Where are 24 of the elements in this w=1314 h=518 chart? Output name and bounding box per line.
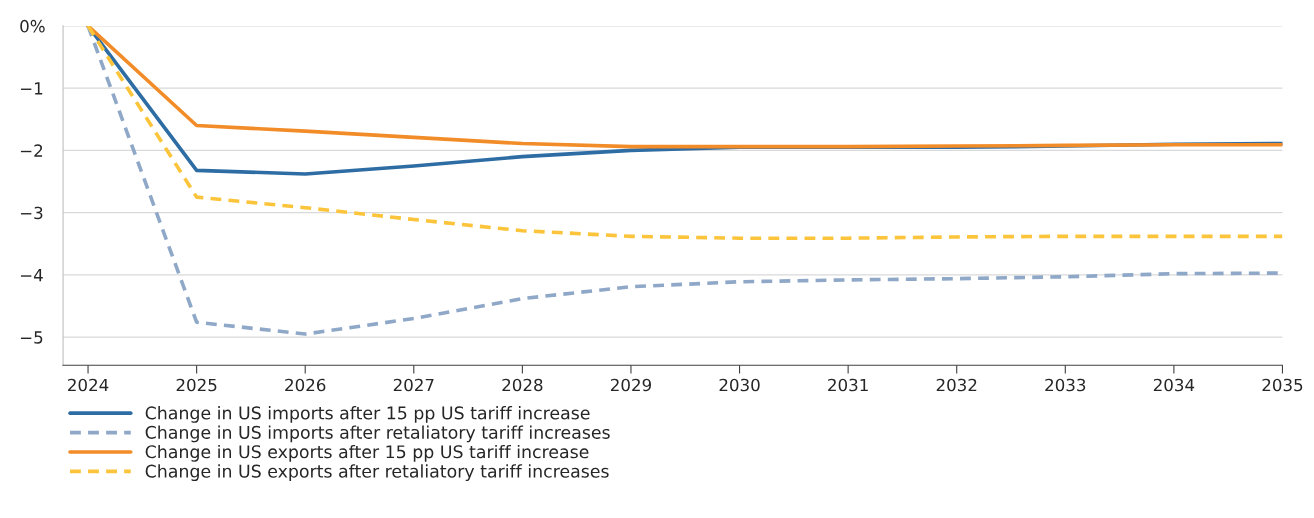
y-tick-label: −1 [20, 82, 43, 95]
x-tick-label: 2028 [502, 378, 543, 392]
x-tick-label: 2027 [393, 378, 434, 392]
x-tick-label: 2034 [1153, 378, 1195, 392]
x-tick-label: 2032 [936, 378, 977, 392]
x-tick-label: 2026 [285, 378, 326, 392]
y-tick-label: −3 [20, 206, 43, 220]
x-tick-label: 2035 [1262, 378, 1303, 392]
x-tick-label: 2029 [610, 378, 651, 392]
y-tick-label: −4 [20, 269, 43, 282]
y-tick-label: 0% [20, 19, 45, 33]
legend-label: Change in US imports after retaliatory tariff increases [145, 425, 610, 443]
legend-label: Change in US exports after 15 pp US tariff increase [145, 444, 589, 462]
legend-label: Change in US imports after 15 pp US tariff increase [145, 406, 590, 423]
line-series [86, 25, 1283, 240]
x-tick-label: 2030 [719, 378, 760, 392]
legend-label: Change in US exports after retaliatory tariff increases [145, 464, 609, 482]
x-tick-label: 2025 [176, 378, 217, 392]
line-series [86, 25, 1283, 149]
x-tick-label: 2031 [828, 378, 868, 392]
y-tick-label: −5 [20, 331, 43, 344]
y-tick-label: −2 [20, 144, 43, 157]
x-tick-label: 2024 [68, 378, 109, 392]
x-tick-label: 2033 [1045, 378, 1086, 392]
